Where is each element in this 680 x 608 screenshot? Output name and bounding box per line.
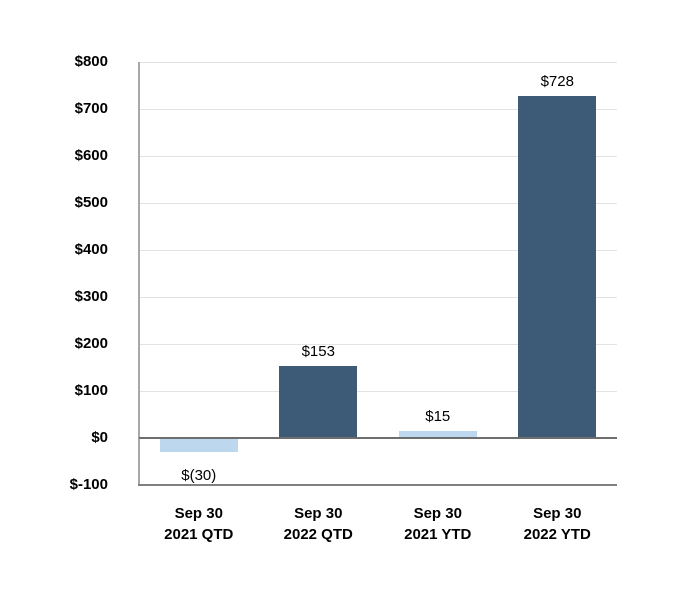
bar-1 <box>159 438 238 453</box>
x-axis-category-label: Sep 30 2021 YTD <box>404 505 472 543</box>
gridline <box>139 390 617 392</box>
gridline <box>139 108 617 110</box>
y-axis-tick-label: $200 <box>74 335 108 352</box>
y-axis-tick-label: $500 <box>74 194 108 211</box>
y-axis-tick-label: $800 <box>74 53 108 70</box>
bar-data-label: $15 <box>425 407 451 425</box>
bar-data-label: $(30) <box>181 467 217 485</box>
y-axis-tick-label: $100 <box>74 382 108 399</box>
gridline <box>139 343 617 345</box>
gridline <box>139 61 617 63</box>
gridline <box>139 249 617 251</box>
gridline <box>139 202 617 204</box>
zero-axis-line <box>139 437 617 439</box>
bar-data-label: $728 <box>540 72 574 90</box>
gridline <box>139 296 617 298</box>
x-axis-category-label: Sep 30 2021 QTD <box>164 505 234 543</box>
y-axis-tick-label: $300 <box>74 288 108 305</box>
x-axis-category-label: Sep 30 2022 YTD <box>523 505 591 543</box>
y-axis-tick-label: $700 <box>74 100 108 117</box>
bar-4 <box>518 95 597 438</box>
bar-data-label: $153 <box>301 343 335 361</box>
y-axis-tick-label: $600 <box>74 147 108 164</box>
y-axis-tick-label: $-100 <box>69 476 108 493</box>
gridline <box>139 155 617 157</box>
bar-2 <box>279 366 358 438</box>
x-axis-line <box>138 484 617 486</box>
x-axis-category-label: Sep 30 2022 QTD <box>283 505 353 543</box>
y-axis-tick-label: $400 <box>74 241 108 258</box>
bar-3 <box>398 430 477 438</box>
y-axis-tick-label: $0 <box>91 429 108 446</box>
y-axis-line <box>138 62 140 486</box>
